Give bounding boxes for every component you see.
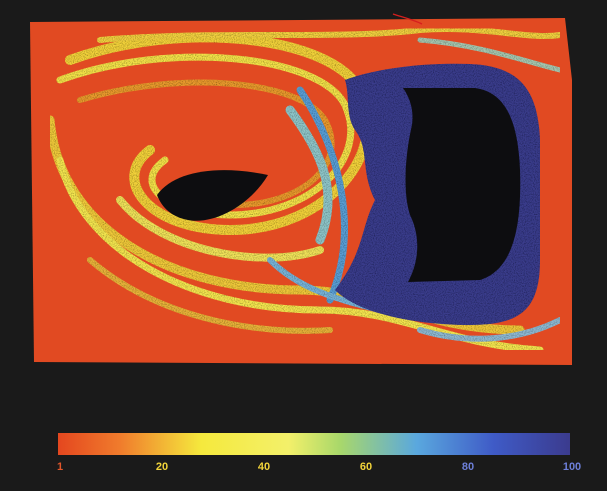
colorbar xyxy=(58,433,570,455)
colorbar-tick-40: 40 xyxy=(257,461,271,473)
colorbar-tick-20: 20 xyxy=(155,461,169,473)
colorbar-tick-80: 80 xyxy=(461,461,475,473)
mixing-field xyxy=(30,13,572,365)
colorbar-tick-1: 1 xyxy=(56,461,64,473)
annotation-mark xyxy=(392,13,423,25)
inner-cavity xyxy=(157,170,268,221)
colorbar-tick-60: 60 xyxy=(359,461,373,473)
colorbar-tick-100: 100 xyxy=(562,461,582,473)
obstacle-cavity xyxy=(403,88,521,282)
